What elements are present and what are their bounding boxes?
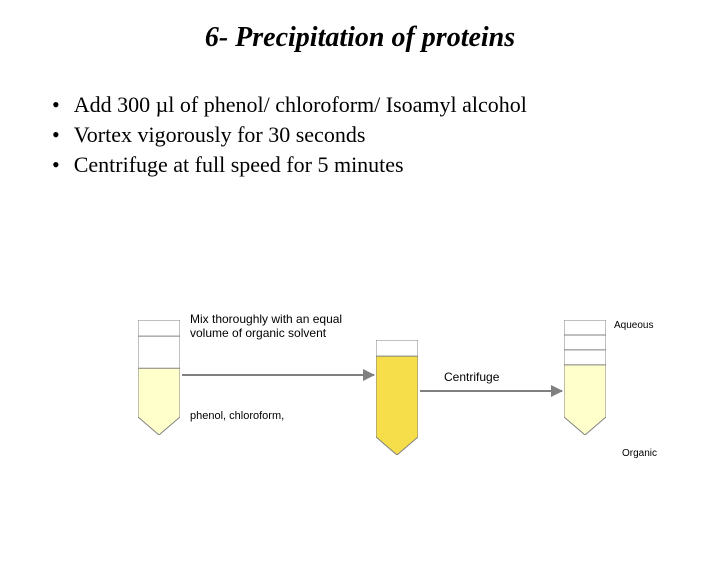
page-title: 6- Precipitation of proteins: [0, 22, 720, 54]
bullet-item: Vortex vigorously for 30 seconds: [52, 122, 720, 148]
diagram: Mix thoroughly with an equal volume of o…: [0, 312, 720, 512]
bullet-item: Add 300 µl of phenol/ chloroform/ Isoamy…: [52, 92, 720, 118]
label-centrifuge: Centrifuge: [444, 370, 499, 384]
caption-phenol: phenol, chloroform,: [190, 410, 284, 422]
caption-mix: Mix thoroughly with an equal volume of o…: [190, 312, 355, 341]
label-organic: Organic: [622, 448, 657, 459]
arrow-2: [420, 390, 562, 392]
arrow-1: [182, 374, 374, 376]
bullet-item: Centrifuge at full speed for 5 minutes: [52, 152, 720, 178]
tube-2: [376, 340, 418, 455]
tube-1: [138, 320, 180, 435]
label-aqueous: Aqueous: [614, 320, 653, 331]
tube-3: [564, 320, 606, 435]
bullet-list: Add 300 µl of phenol/ chloroform/ Isoamy…: [52, 92, 720, 178]
